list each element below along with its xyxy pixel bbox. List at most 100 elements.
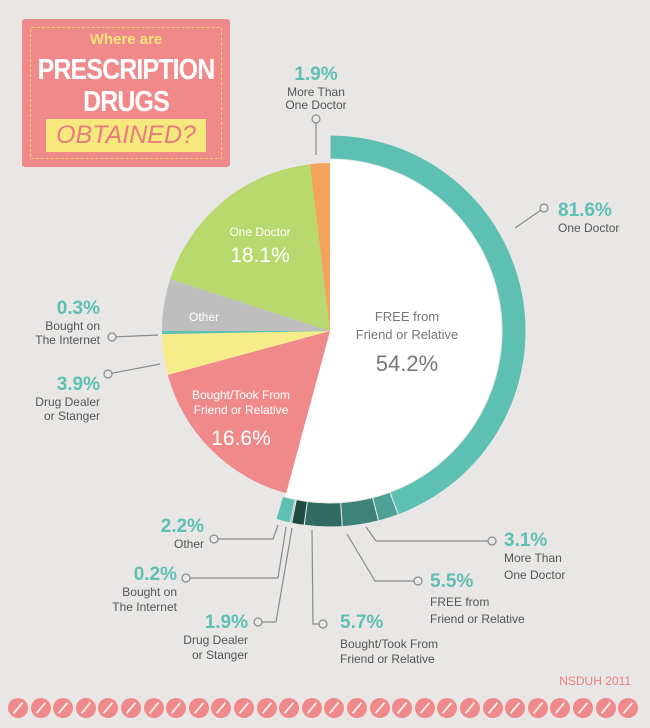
inside-bought-l1: Bought/Took From [192,388,290,402]
label-free-outer-l2: Friend or Relative [430,612,525,626]
slice-other [162,279,330,331]
pill-icon [505,698,526,718]
leader-bought-outer-dot [318,619,328,629]
label-more-inner-l1: More Than [287,85,345,99]
leader-bought-outer-line [311,529,323,625]
leader-dealer-inner-dot [103,369,113,379]
ring-other [275,495,296,524]
pill-icon [188,698,209,718]
leader-more-outer-dot [487,536,497,546]
pill-icon [437,698,458,718]
label-dealer-inner-l1: Drug Dealer [35,395,100,409]
label-pct-bought-outer: 5.7% [340,612,383,633]
label-internet-inner-l2: The Internet [35,333,100,347]
pill-icon [550,698,571,718]
label-internet-outer-l2: The Internet [112,600,177,614]
pill-icon [324,698,345,718]
label-dealer-inner-l2: or Stanger [44,409,100,423]
label-pct-internet-outer: 0.2% [134,564,177,585]
label-pct-other-outer: 2.2% [161,516,204,537]
inside-free-l2: Friend or Relative [356,327,459,342]
leader-free-outer-dot [413,576,423,586]
pill-icon [121,698,141,718]
leader-internet-outer-dot [181,573,191,583]
pill-icon [595,698,616,718]
label-more-outer-l2: One Doctor [504,568,565,582]
pill-icon [234,698,254,718]
inside-one-doctor-l1: One Doctor [229,225,290,239]
pill-icon [143,698,164,718]
pill-icon [618,698,639,718]
leader-dealer-outer-line [258,527,293,623]
inside-other: Other [189,310,219,324]
pill-icon [279,698,300,718]
leader-more-outer-line [365,526,492,542]
leader-free-outer-line [346,533,418,582]
pill-icon [98,698,119,718]
pill-icon [573,698,593,718]
leader-one-doctor-outer-dot [539,203,549,213]
pill-icon [482,698,503,718]
pill-icon [166,698,187,718]
title-box: Where are PRESCRIPTION DRUGS OBTAINED? [22,19,230,167]
inside-bought-pct: 16.6% [211,427,271,450]
leader-dealer-inner-line [107,363,161,375]
label-pct-dealer-outer: 1.9% [205,612,248,633]
label-internet-inner-l1: Bought on [45,319,100,333]
leader-internet-outer-line [186,526,287,579]
leader-dealer-outer-dot [253,617,263,627]
pill-icon [527,698,548,718]
label-free-outer-l1: FREE from [430,595,489,609]
label-dealer-outer-l2: or Stanger [192,648,248,662]
leader-more-inner-dot [311,114,321,124]
title-obtained: OBTAINED? [46,119,206,152]
slice-free-friend [284,157,504,505]
title-where-are: Where are [89,31,163,48]
label-more-outer-l1: More Than [504,551,562,565]
inside-free-pct: 54.2% [376,351,438,376]
slice-drug-dealer [162,331,330,375]
label-pct-more-outer: 3.1% [504,530,547,551]
title-drugs: DRUGS [83,86,170,118]
ring-bought-friend [303,500,343,528]
pill-icon [301,698,322,718]
leader-internet-inner-dot [107,332,117,342]
slice-one-doctor [170,164,330,331]
slice-internet [162,331,330,335]
pill-icon [30,698,51,718]
pill-icon [414,698,435,718]
label-pct-internet-inner: 0.3% [57,298,100,319]
leader-one-doctor-outer-line [514,207,545,229]
inside-one-doctor-pct: 18.1% [230,244,290,267]
label-internet-outer-l1: Bought on [122,585,177,599]
title-border [30,27,222,159]
pill-icon [75,698,96,718]
pill-footer [0,697,650,721]
label-dealer-outer-l1: Drug Dealer [183,633,248,647]
label-pct-more-inner: 1.9% [294,64,337,85]
title-prescription: PRESCRIPTION [37,54,216,86]
label-bought-outer-l2: Friend or Relative [340,652,435,666]
leader-other-outer-line [214,524,279,540]
pill-icon [211,698,232,718]
pill-icon [256,698,277,718]
pill-icon [8,698,28,718]
pill-icon [460,698,480,718]
pill-icon [53,698,74,718]
ring-free-friend [340,497,380,528]
label-bought-outer-l1: Bought/Took From [340,637,438,651]
inside-free-l1: FREE from [375,309,439,324]
pill-icon [392,698,413,718]
inside-bought-l2: Friend or Relative [194,403,289,417]
label-pct-one-doctor-outer: 81.6% [558,200,612,221]
label-more-inner-l2: One Doctor [285,98,346,112]
label-other-outer: Other [174,537,204,551]
slice-more-than-one-doctor [309,163,330,331]
leader-internet-inner-line [111,334,159,338]
pill-icon [369,698,390,718]
label-one-doctor-outer: One Doctor [558,221,619,235]
pill-icon [347,698,367,718]
label-pct-dealer-inner: 3.9% [57,374,100,395]
leader-other-outer-dot [209,534,219,544]
